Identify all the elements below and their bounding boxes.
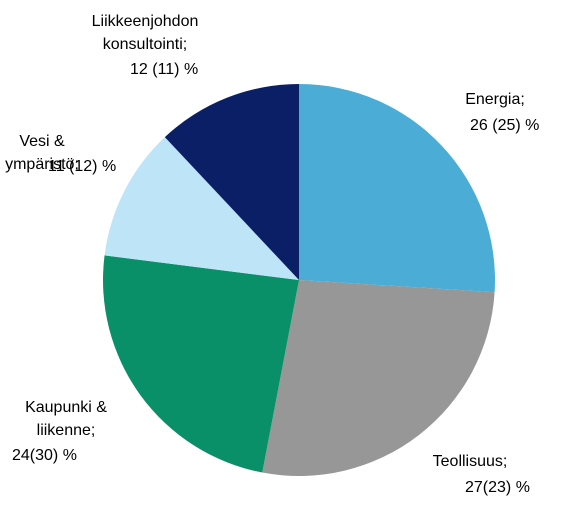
value-label: 26 (25) % bbox=[470, 117, 540, 134]
slice-label: Vesi & ympäristö; bbox=[5, 133, 79, 173]
pie-slice bbox=[164, 84, 299, 280]
slice-label: Kaupunki & liikenne; bbox=[25, 399, 107, 439]
slice-label: Energia; bbox=[465, 91, 525, 108]
pie-slice bbox=[262, 280, 495, 476]
pie-slice bbox=[299, 84, 495, 293]
pie-slice bbox=[104, 137, 299, 280]
pie-slice bbox=[103, 255, 299, 473]
slice-label: Liikkeenjohdon konsultointi; bbox=[91, 13, 199, 53]
slice-label: Teollisuus; bbox=[432, 453, 508, 470]
value-label: 11 (12) % bbox=[48, 158, 117, 175]
value-label: 24(30) % bbox=[12, 447, 77, 464]
value-label: 12 (11) % bbox=[130, 61, 199, 78]
value-label: 27(23) % bbox=[465, 479, 530, 496]
